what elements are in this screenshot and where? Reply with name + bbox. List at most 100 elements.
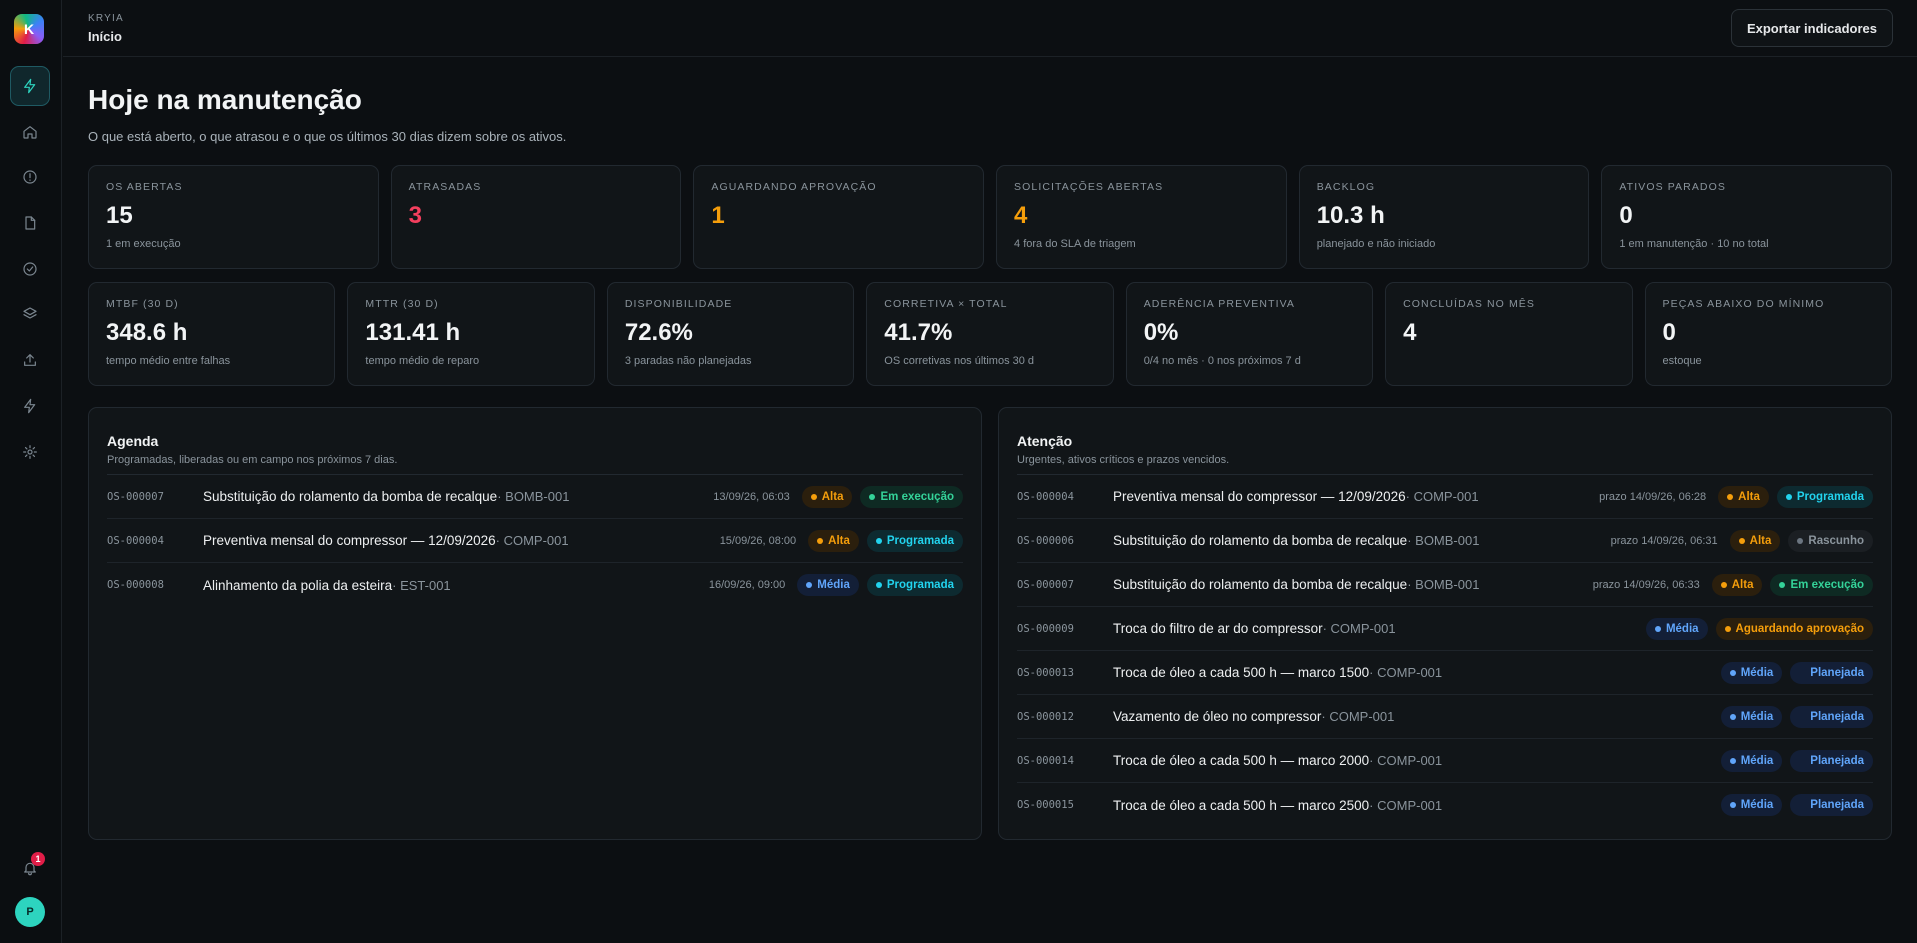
notifications-button[interactable]: 1 — [17, 852, 45, 881]
kpi-value: 0 — [1619, 202, 1633, 229]
layers-icon — [23, 307, 37, 319]
row-meta: Média Planejada — [1720, 794, 1873, 816]
work-order-title: Substituição do rolamento da bomba de re… — [1113, 577, 1408, 592]
work-order-code: OS-000008 — [107, 579, 164, 591]
row-meta: prazo 14/09/26, 06:28 Alta Programada — [1599, 485, 1873, 508]
priority-label: Média — [1740, 799, 1774, 811]
kpi-card[interactable]: PEÇAS ABAIXO DO MÍNIMO 0 estoque — [1644, 282, 1892, 386]
attention-list: OS-000004 Preventiva mensal do compressor… — [1017, 474, 1873, 827]
work-order-row[interactable]: OS-000012 Vazamento de óleo no compressor… — [1017, 695, 1873, 739]
work-order-row[interactable]: OS-000006 Substituição do rolamento da bo… — [1017, 519, 1873, 563]
status-label: Programada — [1796, 490, 1864, 503]
work-order-row[interactable]: OS-000013 Troca de óleo a cada 500 h — ma… — [1017, 651, 1873, 695]
priority-label: Média — [817, 579, 850, 591]
work-order-code: OS-000014 — [1017, 754, 1074, 767]
work-order-row[interactable]: OS-000004 Preventiva mensal do compressor… — [1017, 475, 1873, 519]
priority-dot-icon — [817, 537, 824, 544]
status-badge: Rascunho — [1788, 529, 1873, 552]
status-dot-icon — [1797, 537, 1804, 544]
work-order-title: Troca de óleo a cada 500 h — marco 1500 — [1113, 665, 1370, 680]
priority-dot-icon — [810, 493, 817, 500]
kpi-card[interactable]: MTTR (30 D) 131.41 h tempo médio de reparo — [347, 282, 595, 386]
check-circle-icon — [23, 262, 37, 276]
kpi-value: 131.41 h — [365, 319, 461, 346]
status-dot-icon — [875, 582, 882, 588]
kpi-card[interactable]: MTBF (30 D) 348.6 h tempo médio entre falh… — [88, 282, 336, 386]
work-order-row[interactable]: OS-000004 Preventiva mensal do compressor… — [107, 519, 963, 563]
status-dot-icon — [1799, 758, 1805, 764]
kpi-subtext: planejado e não iniciado — [1316, 238, 1436, 250]
status-label: Planejada — [1810, 754, 1864, 767]
kpi-subtext: 3 paradas não planejadas — [624, 355, 752, 367]
kpi-label: ATRASADAS — [408, 181, 482, 193]
work-order-title: Vazamento de óleo no compressor — [1113, 709, 1322, 724]
status-badge: Programada — [866, 574, 963, 596]
nav-completed[interactable] — [10, 249, 50, 289]
row-meta: prazo 14/09/26, 06:31 Alta Rascunho — [1611, 529, 1873, 552]
row-meta: Média Aguardando aprovação — [1645, 617, 1873, 640]
kpi-card[interactable]: ADERÊNCIA PREVENTIVA 0% 0/4 no mês · 0 nos… — [1125, 282, 1374, 386]
kpi-card[interactable]: OS ABERTAS 15 1 em execução — [88, 165, 379, 269]
row-meta: Média Planejada — [1720, 661, 1873, 684]
status-label: Planejada — [1810, 666, 1864, 679]
nav-automations[interactable] — [10, 386, 50, 426]
kpi-card[interactable]: SOLICITAÇÕES ABERTAS 4 4 fora do SLA de tr… — [996, 165, 1287, 269]
kpi-label: ATIVOS PARADOS — [1619, 181, 1726, 193]
work-order-row[interactable]: OS-000015 Troca de óleo a cada 500 h — ma… — [1017, 783, 1873, 827]
nav-documents[interactable] — [10, 203, 50, 243]
gear-icon — [23, 445, 37, 459]
work-order-code: OS-000012 — [1017, 710, 1074, 723]
kpi-label: PEÇAS ABAIXO DO MÍNIMO — [1662, 298, 1825, 310]
kpi-card[interactable]: DISPONIBILIDADE 72.6% 3 paradas não planej… — [606, 282, 855, 386]
work-order-row[interactable]: OS-000007 Substituição do rolamento da bo… — [107, 475, 963, 519]
status-dot-icon — [1724, 625, 1731, 632]
work-order-row[interactable]: OS-000009 Troca do filtro de ar do compre… — [1017, 607, 1873, 651]
work-order-asset: · COMP-001 — [495, 533, 569, 548]
priority-badge: Média — [1720, 661, 1783, 684]
nav-settings[interactable] — [10, 432, 50, 472]
work-order-row[interactable]: OS-000008 Alinhamento da polia da esteira… — [107, 563, 963, 607]
kpi-row-status: OS ABERTAS 15 1 em execução ATRASADAS 3 AGUAR… — [88, 165, 1893, 269]
nav-dashboard[interactable] — [10, 66, 50, 106]
kpi-card[interactable]: BACKLOG 10.3 h planejado e não iniciado — [1298, 165, 1590, 269]
alert-icon — [23, 170, 37, 184]
kpi-subtext: OS corretivas nos últimos 30 d — [884, 355, 1035, 367]
priority-dot-icon — [1729, 757, 1736, 764]
agenda-subtitle: Programadas, liberadas ou em campo nos p… — [107, 454, 398, 466]
work-order-code: OS-000004 — [1017, 490, 1074, 503]
kpi-card[interactable]: CORRETIVA × TOTAL 41.7% OS corretivas nos … — [866, 282, 1114, 386]
priority-badge: Média — [1720, 749, 1783, 772]
priority-label: Alta — [1749, 534, 1772, 547]
work-order-title: Troca do filtro de ar do compressor — [1113, 621, 1323, 636]
kpi-value: 41.7% — [884, 319, 953, 346]
priority-dot-icon — [1729, 713, 1736, 720]
work-order-asset: · COMP-001 — [1321, 709, 1395, 724]
work-order-asset: · COMP-001 — [1369, 753, 1443, 768]
priority-dot-icon — [1727, 493, 1734, 500]
work-order-row[interactable]: OS-000007 Substituição do rolamento da bo… — [1017, 563, 1873, 607]
work-order-row[interactable]: OS-000014 Troca de óleo a cada 500 h — ma… — [1017, 739, 1873, 783]
kpi-subtext: 0/4 no mês · 0 nos próximos 7 d — [1143, 355, 1301, 367]
nav-alerts[interactable] — [10, 157, 50, 197]
page-subtitle: O que está aberto, o que atrasou e o que… — [88, 129, 567, 144]
status-dot-icon — [1779, 581, 1786, 588]
nav-upload[interactable] — [10, 340, 50, 380]
export-indicators-button[interactable]: Exportar indicadores — [1731, 9, 1893, 47]
breadcrumb-brand: KRYIA — [88, 13, 124, 24]
kpi-card[interactable]: AGUARDANDO APROVAÇÃO 1 — [693, 165, 985, 269]
app-logo[interactable]: K — [14, 14, 44, 44]
kpi-label: MTTR (30 D) — [365, 298, 439, 310]
agenda-list: OS-000007 Substituição do rolamento da bo… — [107, 474, 963, 607]
avatar[interactable]: P — [15, 897, 45, 927]
kpi-card[interactable]: ATIVOS PARADOS 0 1 em manutenção · 10 no t… — [1601, 165, 1893, 269]
nav-layers[interactable] — [10, 294, 50, 334]
work-order-code: OS-000013 — [1017, 666, 1074, 679]
kpi-card[interactable]: CONCLUÍDAS NO MÊS 4 — [1385, 282, 1633, 386]
agenda-panel: Agenda Programadas, liberadas ou em camp… — [88, 407, 982, 840]
kpi-card[interactable]: ATRASADAS 3 — [390, 165, 682, 269]
work-order-asset: · COMP-001 — [1405, 489, 1479, 504]
status-badge: Em execução — [1770, 573, 1873, 596]
priority-badge: Alta — [1729, 529, 1781, 552]
status-label: Aguardando aprovação — [1735, 622, 1864, 635]
nav-home[interactable] — [10, 112, 50, 152]
